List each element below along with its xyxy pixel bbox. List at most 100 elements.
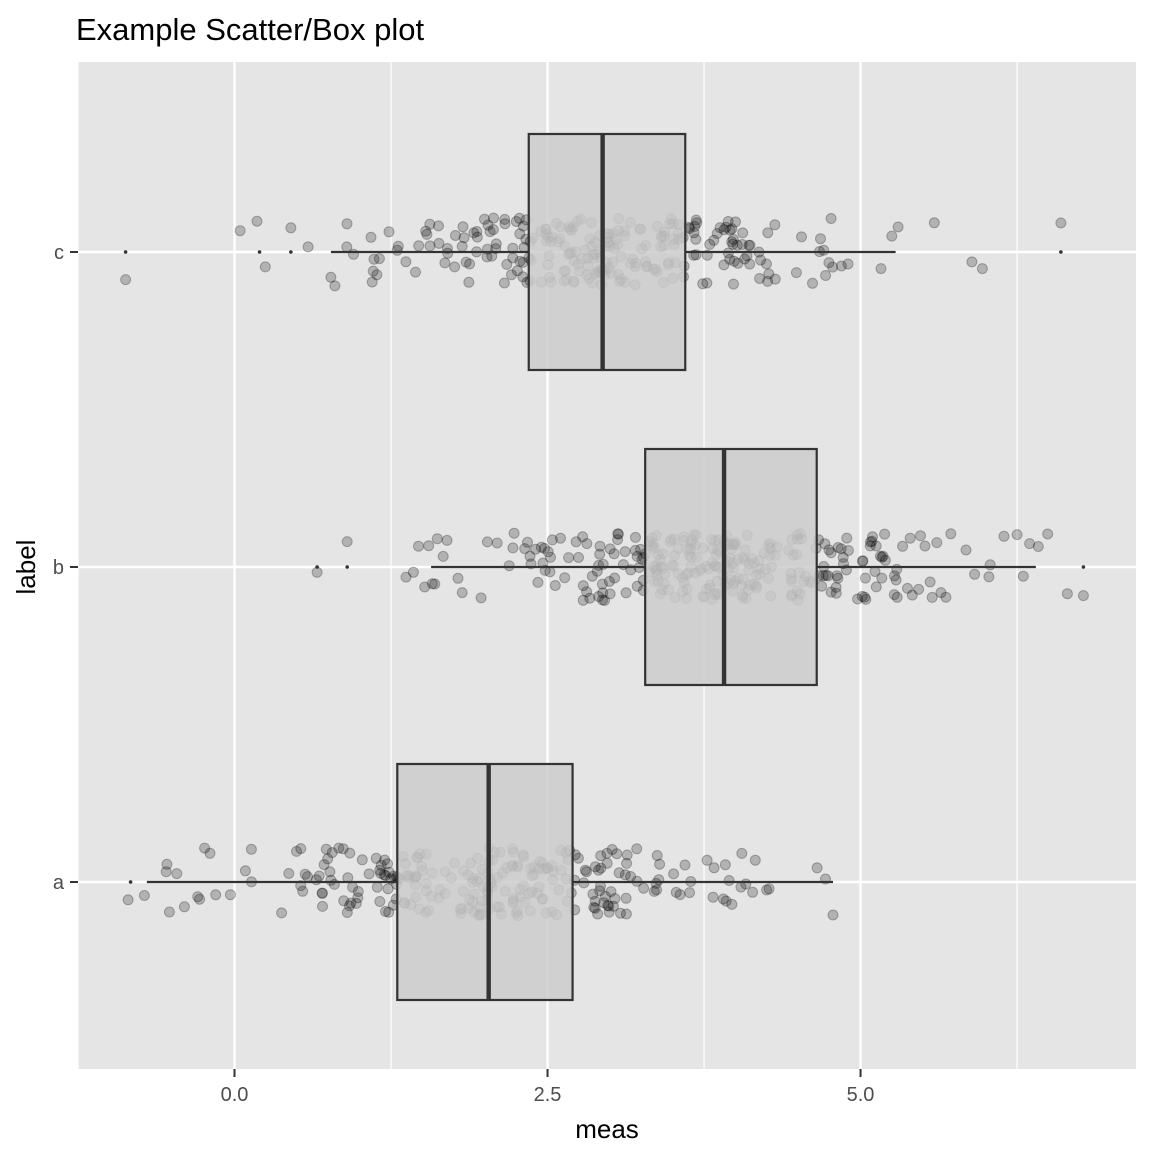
box-plot-b xyxy=(315,447,1086,687)
data-point xyxy=(761,884,773,896)
data-point xyxy=(506,269,517,281)
data-point xyxy=(915,530,926,542)
data-point xyxy=(897,540,909,552)
data-point xyxy=(433,237,445,249)
data-point xyxy=(163,906,175,918)
data-point xyxy=(825,213,837,224)
data-point xyxy=(484,226,496,238)
data-point xyxy=(697,278,709,290)
data-point xyxy=(690,214,702,226)
data-point xyxy=(825,586,837,598)
data-point xyxy=(429,578,441,590)
data-point xyxy=(356,854,368,866)
data-point xyxy=(969,568,981,580)
outlier-point xyxy=(257,250,262,254)
data-point xyxy=(433,220,444,232)
data-point xyxy=(593,591,605,602)
data-point xyxy=(842,258,854,270)
box-plot-a xyxy=(128,762,833,1002)
data-point xyxy=(341,536,353,548)
data-point xyxy=(998,530,1010,542)
data-point xyxy=(724,253,736,265)
data-point xyxy=(726,898,738,910)
data-point xyxy=(464,258,476,270)
data-point xyxy=(621,849,633,861)
data-point xyxy=(722,216,734,227)
data-point xyxy=(501,258,513,270)
data-point xyxy=(859,591,871,603)
data-point xyxy=(341,218,353,230)
box-plots xyxy=(123,132,1086,1002)
data-point xyxy=(892,221,904,233)
data-point xyxy=(606,844,618,855)
data-point xyxy=(830,587,842,599)
data-point xyxy=(825,547,837,559)
data-point xyxy=(382,858,393,870)
data-point xyxy=(720,895,732,907)
data-point xyxy=(457,221,469,233)
data-point xyxy=(817,570,829,582)
data-point xyxy=(437,550,449,562)
data-point xyxy=(471,226,483,237)
data-point xyxy=(350,897,362,909)
data-point xyxy=(679,859,691,871)
data-point xyxy=(856,590,868,602)
data-point xyxy=(762,227,774,239)
data-point xyxy=(823,257,835,269)
data-point xyxy=(935,587,947,599)
data-point xyxy=(285,222,297,234)
data-point xyxy=(718,224,730,236)
data-point xyxy=(926,591,938,603)
data-point xyxy=(728,278,739,290)
x-tick-label: 0.0 xyxy=(221,1084,249,1106)
data-point xyxy=(822,570,834,582)
data-point xyxy=(442,247,454,259)
data-point xyxy=(344,847,356,859)
data-point xyxy=(320,843,332,855)
data-point xyxy=(815,233,826,245)
data-point xyxy=(870,540,882,552)
data-point xyxy=(468,227,480,239)
data-point xyxy=(407,566,419,578)
data-point xyxy=(204,847,216,859)
data-point xyxy=(589,895,601,907)
data-point xyxy=(373,253,385,265)
data-point xyxy=(609,893,621,904)
data-point xyxy=(594,540,606,552)
box-iqr xyxy=(527,132,687,372)
data-point xyxy=(605,886,617,898)
data-point xyxy=(611,848,623,860)
data-point xyxy=(870,581,882,593)
data-point xyxy=(577,580,589,592)
data-point xyxy=(598,897,610,909)
data-point xyxy=(507,542,519,554)
data-point xyxy=(311,566,323,578)
data-point xyxy=(602,900,614,911)
data-point xyxy=(374,896,386,907)
data-point xyxy=(769,273,781,285)
data-point xyxy=(431,533,443,545)
data-point xyxy=(234,225,246,237)
data-point xyxy=(499,218,511,230)
data-point xyxy=(728,255,740,267)
data-point xyxy=(631,550,643,562)
data-point xyxy=(737,227,749,239)
data-point xyxy=(348,248,359,260)
data-point xyxy=(283,868,295,879)
data-point xyxy=(976,263,988,275)
data-point xyxy=(192,891,204,903)
data-point xyxy=(714,222,726,234)
data-point xyxy=(708,234,720,246)
data-point xyxy=(620,587,632,599)
data-point xyxy=(251,215,263,227)
data-point xyxy=(966,256,978,268)
data-point xyxy=(708,862,720,874)
data-point xyxy=(906,589,918,601)
data-point xyxy=(449,261,461,273)
data-point xyxy=(835,260,847,272)
data-point xyxy=(400,256,412,268)
data-point xyxy=(380,906,391,917)
data-point xyxy=(522,536,533,548)
data-point xyxy=(514,228,526,240)
data-point xyxy=(615,907,626,919)
